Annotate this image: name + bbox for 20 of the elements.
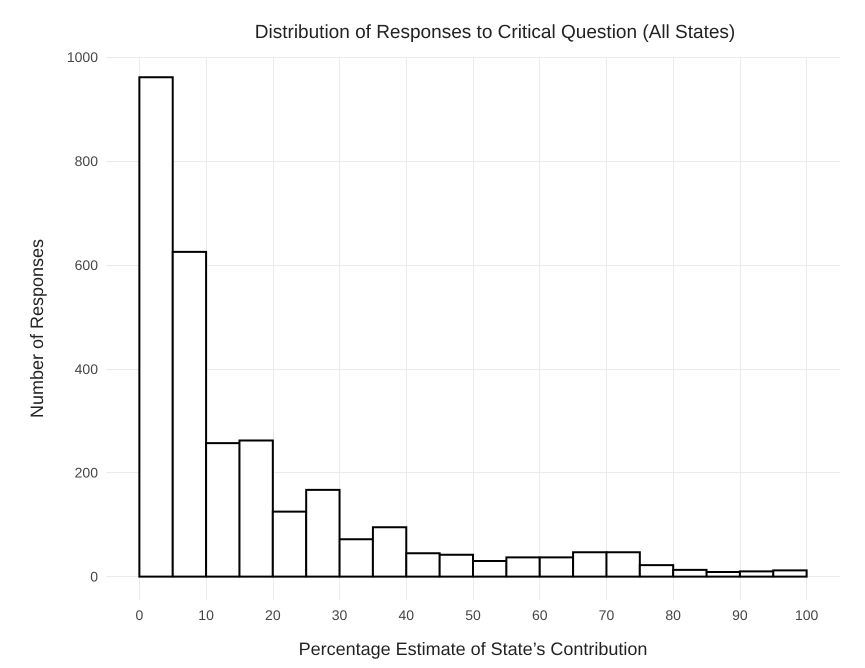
x-tick-label: 20 <box>265 607 281 623</box>
y-tick-label: 200 <box>74 464 98 481</box>
y-tick-label: 0 <box>90 568 98 585</box>
x-axis-title: Percentage Estimate of State’s Contribution <box>298 639 648 659</box>
y-tick-label: 1000 <box>66 49 98 65</box>
chart-title: Distribution of Responses to Critical Question (All States) <box>254 22 736 43</box>
x-tick-label: 90 <box>732 607 748 623</box>
x-tick-label: 70 <box>598 607 614 623</box>
y-tick-label: 600 <box>74 256 98 273</box>
x-tick-label: 80 <box>665 607 682 623</box>
y-axis-title: Number of Responses <box>27 238 47 418</box>
x-tick-label: 10 <box>198 607 214 623</box>
x-tick-label: 100 <box>794 607 819 623</box>
x-tick-label: 40 <box>398 607 414 623</box>
x-tick-label: 30 <box>332 607 348 623</box>
x-tick-label: 50 <box>465 607 481 623</box>
x-tick-label: 60 <box>532 607 548 623</box>
x-tick-label: 0 <box>135 607 144 623</box>
y-tick-label: 800 <box>74 152 98 169</box>
y-tick-label: 400 <box>74 360 98 377</box>
